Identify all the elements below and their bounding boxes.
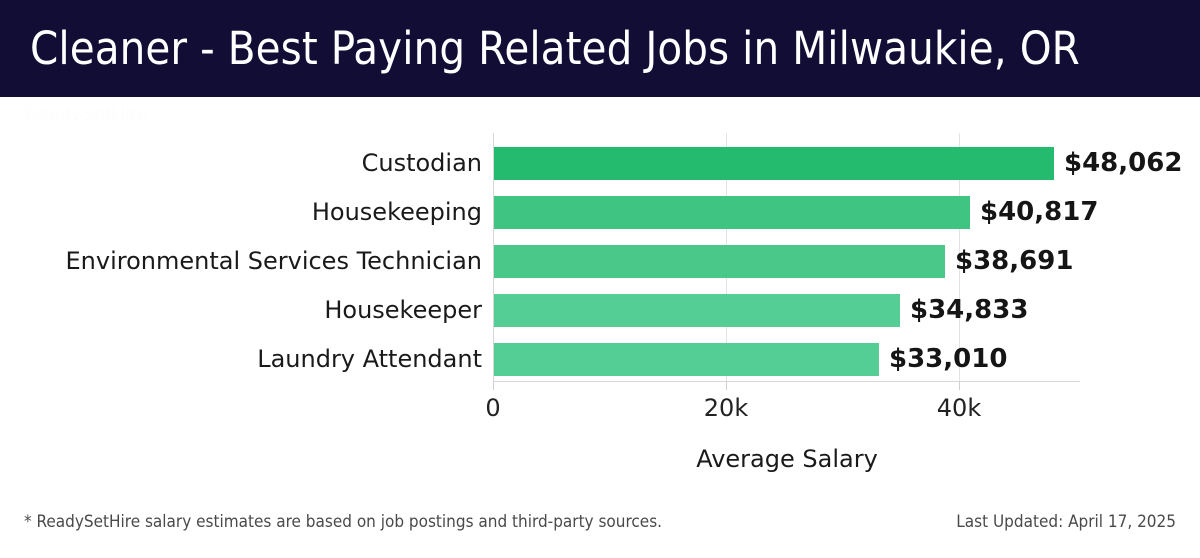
x-axis-title-label: Average Salary (696, 445, 878, 473)
x-tick-label: 40k (936, 394, 982, 422)
bar (494, 147, 1054, 180)
x-tick-label: 20k (703, 394, 749, 422)
bar-value-label: $40,817 (980, 197, 1099, 227)
x-axis-line (493, 381, 1080, 382)
category-label: Housekeeper (324, 296, 482, 324)
gridline (959, 133, 960, 382)
x-axis-title: Average Salary (0, 445, 1200, 473)
bar (494, 196, 970, 229)
bar-row: Environmental Services Technician $38,691 (0, 237, 1200, 286)
footer-last-updated: Last Updated: April 17, 2025 (956, 512, 1176, 532)
category-label: Environmental Services Technician (65, 247, 483, 275)
bar-row: Housekeeping $40,817 (0, 188, 1200, 237)
bar-value-label: $48,062 (1064, 148, 1183, 178)
bar (494, 343, 879, 376)
chart-header: Cleaner - Best Paying Related Jobs in Mi… (0, 0, 1200, 97)
x-tick-label: 0 (485, 394, 501, 422)
bar-value-label: $33,010 (889, 344, 1008, 374)
footer-disclaimer: * ReadySetHire salary estimates are base… (24, 512, 663, 532)
category-label: Custodian (361, 149, 482, 177)
bar-value-label: $38,691 (955, 246, 1074, 276)
bar-row: Housekeeper $34,833 (0, 286, 1200, 335)
category-label: Laundry Attendant (257, 345, 482, 373)
x-tick-mark (959, 382, 960, 390)
bar (494, 245, 945, 278)
bar-value-label: $34,833 (910, 295, 1029, 325)
watermark-text: ReadySetHire (24, 104, 149, 125)
x-tick-mark (493, 382, 494, 390)
bar-row: Laundry Attendant $33,010 (0, 335, 1200, 384)
x-tick-mark (726, 382, 727, 390)
y-axis-spine (493, 133, 494, 382)
category-label: Housekeeping (311, 198, 482, 226)
bar (494, 294, 900, 327)
bar-row: Custodian $48,062 (0, 139, 1200, 188)
plot-area: 0 20k 40k Custodian $48,062 Housekeeping $40,… (0, 97, 1200, 558)
page-title: Cleaner - Best Paying Related Jobs in Mi… (30, 22, 1080, 75)
